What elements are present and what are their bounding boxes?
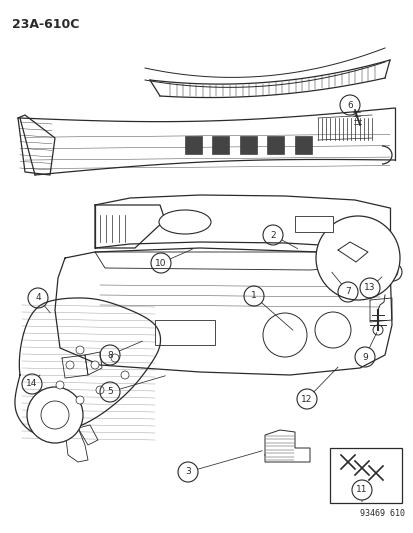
- Circle shape: [76, 396, 84, 404]
- Text: 11: 11: [356, 486, 367, 495]
- Circle shape: [41, 401, 69, 429]
- Bar: [185, 136, 202, 154]
- Circle shape: [372, 325, 382, 335]
- Text: 6: 6: [346, 101, 352, 109]
- Text: 10: 10: [155, 259, 166, 268]
- Text: 4: 4: [35, 294, 41, 303]
- Circle shape: [56, 381, 64, 389]
- Text: 12: 12: [301, 394, 312, 403]
- Text: 14: 14: [26, 379, 38, 389]
- Text: 93469 610: 93469 610: [359, 509, 404, 518]
- Circle shape: [121, 371, 129, 379]
- Circle shape: [387, 267, 397, 277]
- Bar: [267, 136, 284, 154]
- Ellipse shape: [159, 210, 211, 234]
- Text: 8: 8: [107, 351, 113, 359]
- Circle shape: [91, 361, 99, 369]
- Text: 23A-610C: 23A-610C: [12, 18, 79, 31]
- Text: 9: 9: [361, 352, 367, 361]
- Bar: [154, 320, 214, 345]
- Circle shape: [76, 346, 84, 354]
- Bar: [294, 216, 332, 232]
- Circle shape: [96, 386, 104, 394]
- Circle shape: [383, 263, 401, 281]
- Circle shape: [66, 361, 74, 369]
- Circle shape: [315, 216, 399, 300]
- Text: 5: 5: [107, 387, 113, 397]
- Text: 3: 3: [185, 467, 190, 477]
- Bar: [240, 136, 256, 154]
- Circle shape: [111, 354, 119, 362]
- Circle shape: [27, 387, 83, 443]
- Text: 1: 1: [251, 292, 256, 301]
- Bar: [294, 136, 311, 154]
- Text: 13: 13: [363, 284, 375, 293]
- Bar: [212, 136, 229, 154]
- Bar: [329, 448, 401, 503]
- Text: 7: 7: [344, 287, 350, 296]
- Text: 2: 2: [270, 230, 275, 239]
